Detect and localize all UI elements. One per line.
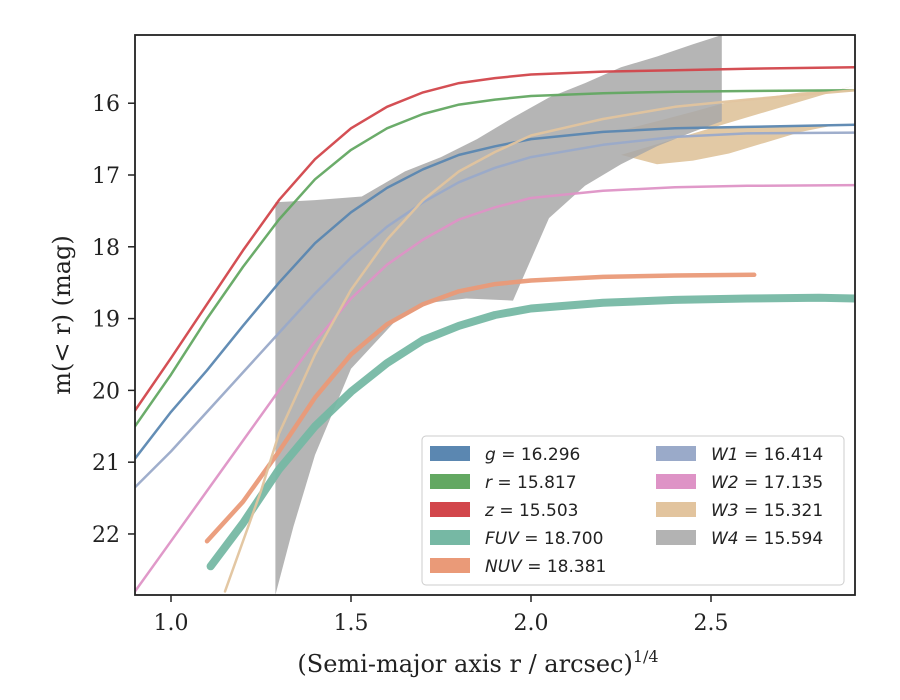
y-tick-label: 20	[92, 379, 120, 404]
x-tick-label: 1.5	[334, 611, 369, 636]
series-line-nuv	[204, 272, 757, 544]
legend-label-w2: W2 = 17.135	[711, 473, 823, 493]
series-line-r	[135, 89, 855, 428]
legend-swatch-w4	[656, 530, 696, 545]
x-tick-label: 2.5	[694, 611, 729, 636]
legend-label-w3: W3 = 15.321	[711, 501, 823, 521]
legend: g = 16.296 r = 15.817 z = 15.503 FUV = 18.7…	[421, 435, 845, 586]
legend-swatch-g	[430, 446, 470, 461]
series-line-w3	[223, 89, 855, 593]
legend-label-r: r = 15.817	[485, 473, 577, 493]
legend-label-w4: W4 = 15.594	[711, 529, 823, 549]
x-axis-label: (Semi-major axis r / arcsec)1/4	[297, 647, 658, 678]
y-tick-label: 22	[92, 523, 120, 548]
x-tick-label: 2.0	[514, 611, 549, 636]
legend-swatch-nuv	[430, 558, 470, 573]
y-tick-label: 19	[92, 308, 120, 333]
legend-swatch-w1	[656, 446, 696, 461]
lines-layer	[135, 66, 855, 593]
legend-swatch-fuv	[430, 530, 470, 545]
plot-frame	[134, 34, 856, 596]
y-tick-label: 18	[92, 236, 120, 261]
y-tick-label: 21	[92, 451, 120, 476]
x-tick-label: 1.0	[154, 611, 189, 636]
legend-label-z: z = 15.503	[484, 501, 578, 521]
legend-box	[421, 435, 845, 586]
series-line-w1	[135, 131, 855, 489]
legend-swatch-r	[430, 474, 470, 489]
x-axis: 1.0 1.5 2.0 2.5	[154, 595, 729, 636]
legend-label-w1: W1 = 16.414	[711, 445, 823, 465]
y-tick-label: 17	[92, 164, 120, 189]
y-axis-label: m(< r) (mag)	[48, 235, 76, 394]
legend-swatch-z	[430, 502, 470, 517]
legend-label-nuv: NUV = 18.381	[485, 557, 606, 577]
legend-label-fuv: FUV = 18.700	[485, 529, 603, 549]
series-line-g	[135, 123, 855, 460]
y-tick-label: 16	[92, 92, 120, 117]
x-axis-label-exponent: 1/4	[633, 647, 659, 666]
series-line-fuv	[206, 293, 855, 571]
y-axis: 16 17 18 19 20 21 22	[92, 92, 135, 548]
legend-label-g: g = 16.296	[485, 445, 580, 465]
legend-swatch-w2	[656, 474, 696, 489]
legend-swatch-w3	[656, 502, 696, 517]
series-line-w2	[135, 183, 855, 593]
series-line-z	[135, 66, 855, 412]
band-w3	[621, 85, 855, 165]
